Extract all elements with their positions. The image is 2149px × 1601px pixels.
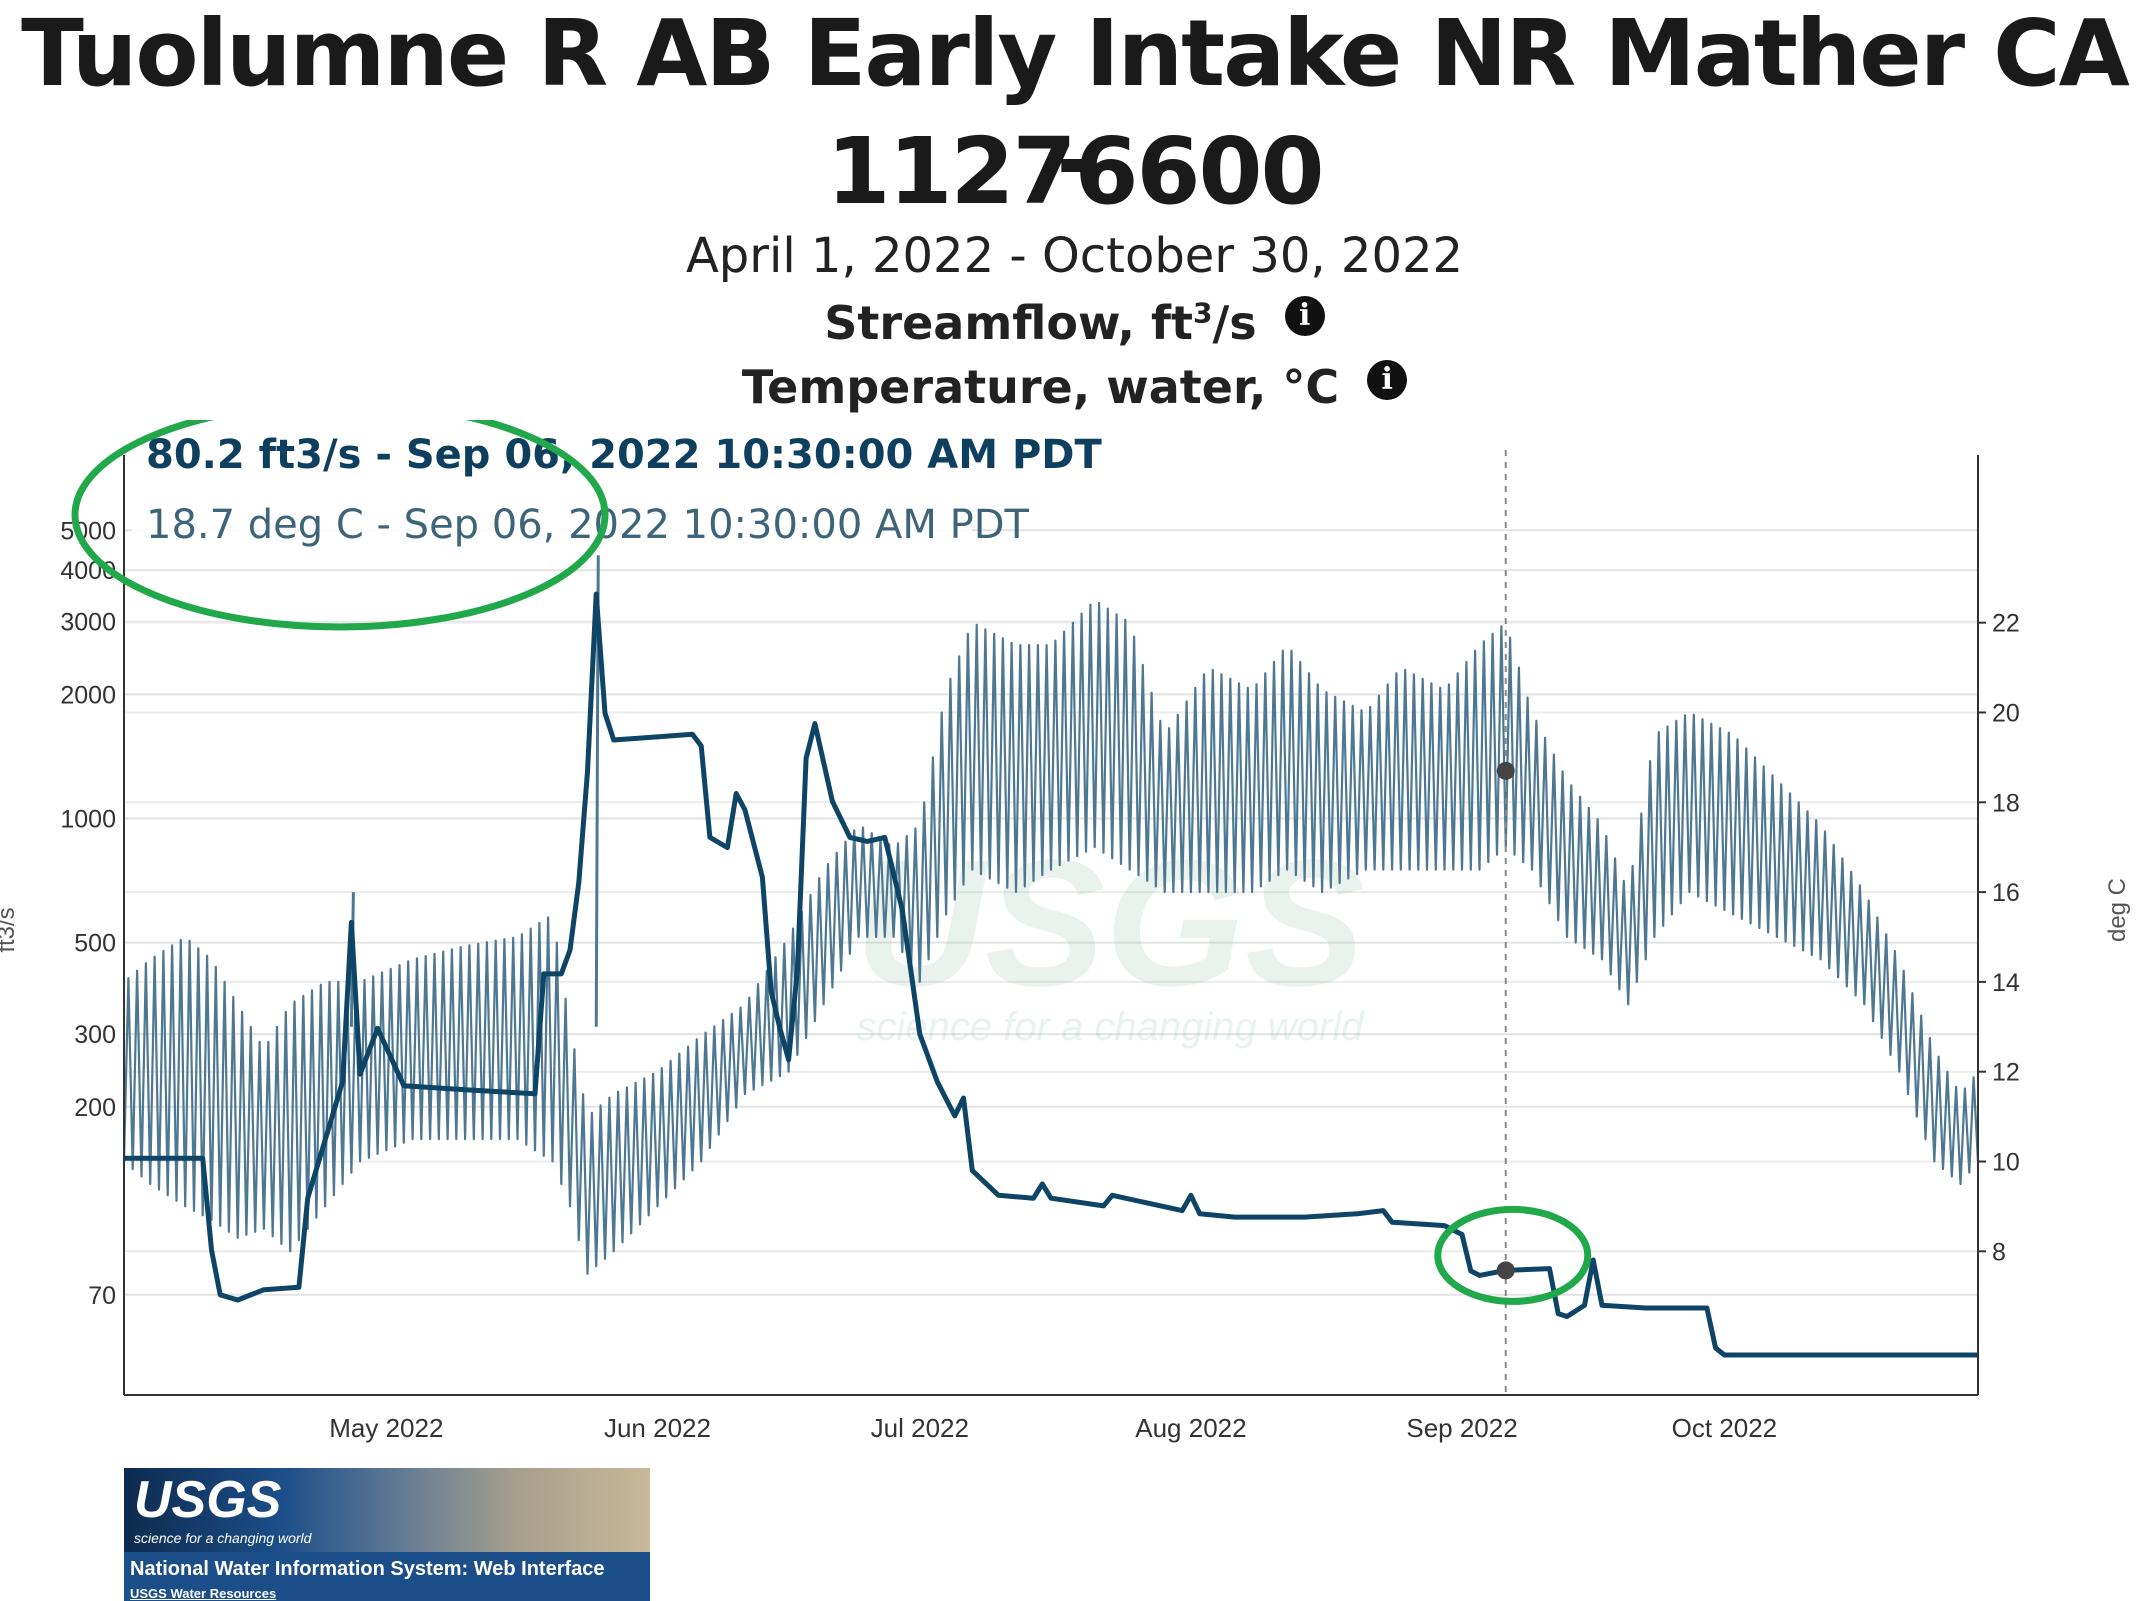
left-tick-label-3000: 3000 (60, 609, 116, 637)
parameter-streamflow-sup: 3 (1193, 296, 1213, 330)
usgs-logo: USGS (134, 1471, 282, 1529)
x-tick-label-0: May 2022 (329, 1413, 443, 1443)
temperature-line (122, 601, 1980, 1275)
left-tick-label-500: 500 (74, 930, 116, 958)
annotations (71, 420, 1592, 1305)
left-tick-label-300: 300 (74, 1021, 116, 1049)
watermark-tagline: science for a changing world (857, 1005, 1366, 1049)
usgs-water-resources-link[interactable]: USGS Water Resources (130, 1586, 277, 1601)
right-axis-title: deg C (2104, 878, 2131, 942)
usgs-nwis-banner: USGS science for a changing world Nation… (124, 1468, 650, 1601)
right-tick-label-16: 16 (1992, 879, 2020, 907)
info-icon[interactable]: i (1284, 296, 1325, 336)
right-tick-label-8: 8 (1992, 1238, 2006, 1266)
left-tick-label-2000: 2000 (60, 681, 116, 709)
left-tick-label-5000: 5000 (60, 517, 116, 545)
tooltip-streamflow: 80.2 ft3/s - Sep 06, 2022 10:30:00 AM PD… (146, 432, 1102, 478)
parameter-streamflow: Streamflow, ft3/s i (0, 296, 2149, 350)
tooltip-temperature: 18.7 deg C - Sep 06, 2022 10:30:00 AM PD… (146, 502, 1029, 548)
cursor-point-streamflow (1496, 1261, 1515, 1280)
usgs-tagline: science for a changing world (134, 1530, 312, 1546)
cursor (1496, 450, 1515, 1395)
x-tick-label-5: Oct 2022 (1672, 1413, 1778, 1443)
x-tick-label-1: Jun 2022 (604, 1413, 711, 1443)
parameter-streamflow-suffix: /s (1212, 296, 1257, 350)
nwis-title: National Water Information System: Web I… (124, 1552, 650, 1586)
right-tick-label-10: 10 (1992, 1149, 2020, 1177)
x-tick-label-4: Sep 2022 (1406, 1413, 1517, 1443)
page-title-line2: 11276600 (826, 118, 1324, 225)
gridlines (124, 529, 1978, 1296)
x-tick-label-2: Jul 2022 (871, 1413, 969, 1443)
right-tick-label-22: 22 (1992, 610, 2020, 638)
tooltip-box (132, 420, 972, 547)
hydrograph-chart[interactable]: USGS science for a changing world 702003… (0, 420, 2149, 1468)
parameter-temperature: Temperature, water, °C i (0, 360, 2149, 414)
right-tick-label-18: 18 (1992, 789, 2020, 817)
right-tick-label-20: 20 (1992, 699, 2020, 727)
banner-photo-strip (124, 1468, 650, 1552)
parameter-streamflow-label: Streamflow, ft (824, 296, 1194, 350)
page-title-line1: Tuolumne R AB Early Intake NR Mather CA … (21, 0, 2130, 214)
left-tick-label-70: 70 (88, 1282, 116, 1310)
left-axis-title: ft3/s (0, 907, 20, 952)
left-tick-label-200: 200 (74, 1094, 116, 1122)
parameter-temperature-label: Temperature, water, °C (741, 360, 1340, 414)
date-range: April 1, 2022 - October 30, 2022 (685, 228, 1464, 284)
right-tick-label-12: 12 (1992, 1059, 2020, 1087)
x-tick-label-3: Aug 2022 (1135, 1413, 1246, 1443)
tooltip: 80.2 ft3/s - Sep 06, 2022 10:30:00 AM PD… (132, 420, 1102, 548)
axes: 7020030050010002000300040005000810121416… (0, 455, 2131, 1443)
left-tick-label-1000: 1000 (60, 806, 116, 834)
annotation-ellipse-point (1434, 1205, 1592, 1305)
cursor-point-temperature (1496, 761, 1515, 780)
info-icon[interactable]: i (1367, 360, 1408, 400)
right-tick-label-14: 14 (1992, 969, 2020, 997)
annotation-ellipse-tooltip (71, 420, 609, 631)
